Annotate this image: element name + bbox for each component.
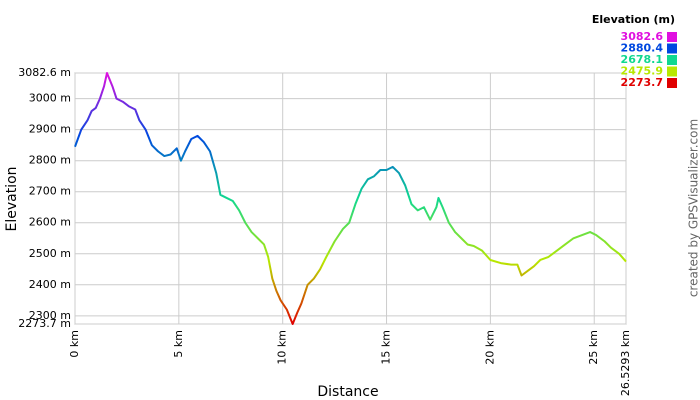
y-tick-label: 3082.6 m [18, 66, 71, 79]
x-axis-title: Distance [317, 384, 378, 400]
y-tick-label: 2900 m [29, 123, 71, 136]
y-axis-title: Elevation [4, 166, 20, 231]
y-tick-label: 2800 m [29, 154, 71, 167]
y-tick-label: 2400 m [29, 278, 71, 291]
y-tick-label: 2300 m [29, 309, 71, 322]
y-tick-label: 2273.7 m [18, 317, 71, 330]
x-tick-label: 0 km [68, 330, 81, 358]
x-tick-label: 10 km [276, 330, 289, 365]
x-tick-label: 5 km [172, 330, 185, 358]
y-tick-label: 2600 m [29, 216, 71, 229]
legend-label: 2678.1 [621, 53, 663, 66]
x-tick-label: 25 km [587, 330, 600, 365]
legend-swatch [667, 43, 677, 54]
legend-swatch [667, 66, 677, 77]
legend-label: 2273.7 [621, 76, 663, 89]
legend-label: 2880.4 [621, 42, 664, 55]
legend-swatch [667, 55, 677, 65]
legend-swatch [667, 78, 677, 88]
y-tick-label: 2700 m [29, 185, 71, 198]
legend-swatch [667, 32, 677, 42]
x-tick-label: 15 km [380, 330, 393, 365]
elevation-line [74, 72, 627, 325]
y-tick-label: 2500 m [29, 247, 71, 260]
y-tick-label: 3000 m [29, 92, 71, 105]
legend-label: 3082.6 [621, 30, 664, 43]
x-tick-label: 20 km [483, 330, 496, 365]
legend-title: Elevation (m) [592, 13, 675, 26]
x-tick-label: 26.5293 km [619, 330, 632, 396]
legend-label: 2475.9 [621, 65, 663, 78]
credit: created by GPSVisualizer.com [687, 119, 700, 297]
plot-area [74, 72, 627, 325]
